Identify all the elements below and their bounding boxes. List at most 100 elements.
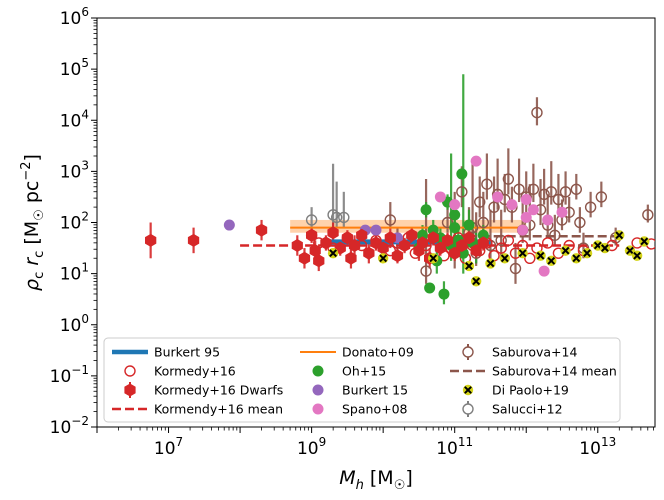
dipaolo19-point — [517, 247, 528, 259]
dipaolo19-point — [377, 253, 389, 264]
dipaolo-marker-stroke — [486, 259, 495, 268]
kormendy-dwarf-point — [456, 239, 468, 252]
legend-label: Donato+09 — [342, 345, 414, 360]
legend-label: Saburova+14 mean — [492, 364, 617, 379]
dipaolo-marker-stroke — [633, 251, 642, 260]
y-tick-label: 100 — [60, 312, 89, 336]
dipaolo19-point — [639, 236, 650, 247]
saburova14-point — [441, 216, 454, 229]
y-tick-label: 104 — [60, 107, 89, 131]
y-axis-label: ρc rc [M☉ pc−2] — [19, 154, 47, 291]
legend-item: Burkert 95 — [112, 345, 220, 360]
kormendy-dwarf-point — [377, 241, 389, 255]
kormendy-dwarf-point — [356, 228, 368, 242]
saburova14-point — [570, 183, 583, 195]
spano08-point — [556, 206, 568, 218]
spano08-point — [520, 211, 532, 223]
salucci12-point — [338, 211, 350, 224]
legend-label: Saburova+14 — [492, 345, 577, 360]
saburova14-point — [502, 173, 515, 185]
dipaolo-marker-stroke — [626, 246, 634, 255]
kormendy-dwarf-point — [463, 231, 475, 245]
saburova14-point — [559, 186, 572, 198]
legend-item: Kormendy+16 mean — [112, 402, 283, 417]
saburova14-point — [495, 234, 507, 247]
legend-label: Di Paolo+19 — [492, 383, 569, 398]
kormendy-dwarf-point — [313, 254, 325, 268]
legend-item: Burkert 15 — [312, 383, 408, 398]
dipaolo-marker-stroke — [464, 386, 472, 394]
kormendy-dwarf-point — [470, 244, 482, 258]
tick-layer: 107 109 1011 1013 10−2 10−1 100 101 102 103 104 105… — [50, 5, 654, 459]
legend-item: Donato+09 — [300, 345, 414, 360]
kormendy-dwarf-point — [145, 233, 157, 247]
spano08-point — [492, 191, 504, 203]
kormendy-dwarf-point — [298, 251, 311, 265]
saburova14-point — [574, 216, 586, 229]
salucci12-point — [330, 211, 343, 224]
legend-item: Oh+15 — [312, 364, 386, 379]
dipaolo-marker-stroke — [465, 262, 473, 270]
x-axis-label: Mh [M☉] — [339, 467, 413, 493]
legend-label: Spano+08 — [342, 402, 408, 417]
saburova14-point — [552, 193, 565, 206]
y-tick-label: 101 — [60, 261, 89, 285]
y-tick-label: 105 — [60, 56, 89, 80]
legend-item: Salucci+12 — [462, 401, 563, 417]
salucci12-point — [305, 214, 318, 226]
dipaolo-marker-stroke — [429, 254, 438, 263]
dipaolo19-point — [614, 230, 625, 241]
legend-item: Saburova+14 mean — [450, 364, 617, 379]
oh15-point — [456, 168, 468, 180]
kormendy-dwarf-point — [320, 236, 332, 250]
kormendy-dwarf-point — [399, 239, 411, 252]
dipaolo19-point — [535, 250, 546, 261]
legend-label: Kormendy+16 mean — [154, 402, 283, 417]
y-tick-label: 103 — [60, 158, 89, 182]
saburova14-point — [584, 201, 597, 213]
x-tick-label: 1011 — [436, 435, 473, 459]
dipaolo19-point — [599, 242, 611, 254]
spano08-point — [506, 199, 518, 211]
legend-swatch — [462, 346, 474, 358]
spano08-point — [517, 224, 529, 236]
dipaolo-marker-stroke — [500, 254, 509, 263]
legend-swatch — [462, 403, 474, 415]
kormendy-dwarf-point — [391, 249, 404, 263]
spano08-point — [434, 191, 446, 203]
oh15-point — [449, 209, 461, 221]
kormendy-dwarf-point — [341, 231, 353, 245]
kormendy16-point — [495, 242, 507, 254]
dipaolo-marker-stroke — [561, 246, 570, 255]
dipaolo-marker-stroke — [601, 244, 609, 252]
kormendy-dwarf-point — [477, 236, 489, 250]
kormendy-dwarf-point — [255, 223, 268, 237]
saburova14-point — [481, 178, 493, 190]
legend-box — [103, 337, 621, 423]
kormendy-dwarf-point — [306, 228, 318, 242]
dipaolo-marker-stroke — [593, 241, 602, 250]
dipaolo-marker-stroke — [583, 249, 591, 258]
saburova14-point — [509, 262, 522, 275]
dipaolo19-point — [485, 258, 496, 269]
dipaolo-marker-stroke — [547, 256, 556, 265]
kormendy16-point — [524, 252, 536, 264]
legend-swatch — [312, 384, 324, 396]
legend-swatch — [312, 365, 324, 377]
y-tick-label: 10−1 — [50, 363, 89, 387]
dipaolo19-point — [624, 245, 636, 256]
dipaolo-marker-stroke — [572, 254, 581, 263]
dipaolo-marker-stroke — [472, 277, 481, 286]
kormendy-dwarf-point — [291, 239, 303, 252]
kormendy-dwarf-point — [327, 226, 339, 240]
saburova14-point — [420, 265, 432, 277]
legend-swatch — [124, 383, 136, 397]
y-tick-label: 10−2 — [50, 414, 89, 438]
legend-label: Burkert 95 — [154, 345, 220, 360]
dipaolo19-point — [581, 247, 593, 259]
legend-swatch — [462, 384, 474, 396]
x-tick-label: 107 — [154, 435, 183, 459]
legend-label: Kormedy+16 — [154, 364, 236, 379]
saburova14-point — [527, 183, 540, 195]
